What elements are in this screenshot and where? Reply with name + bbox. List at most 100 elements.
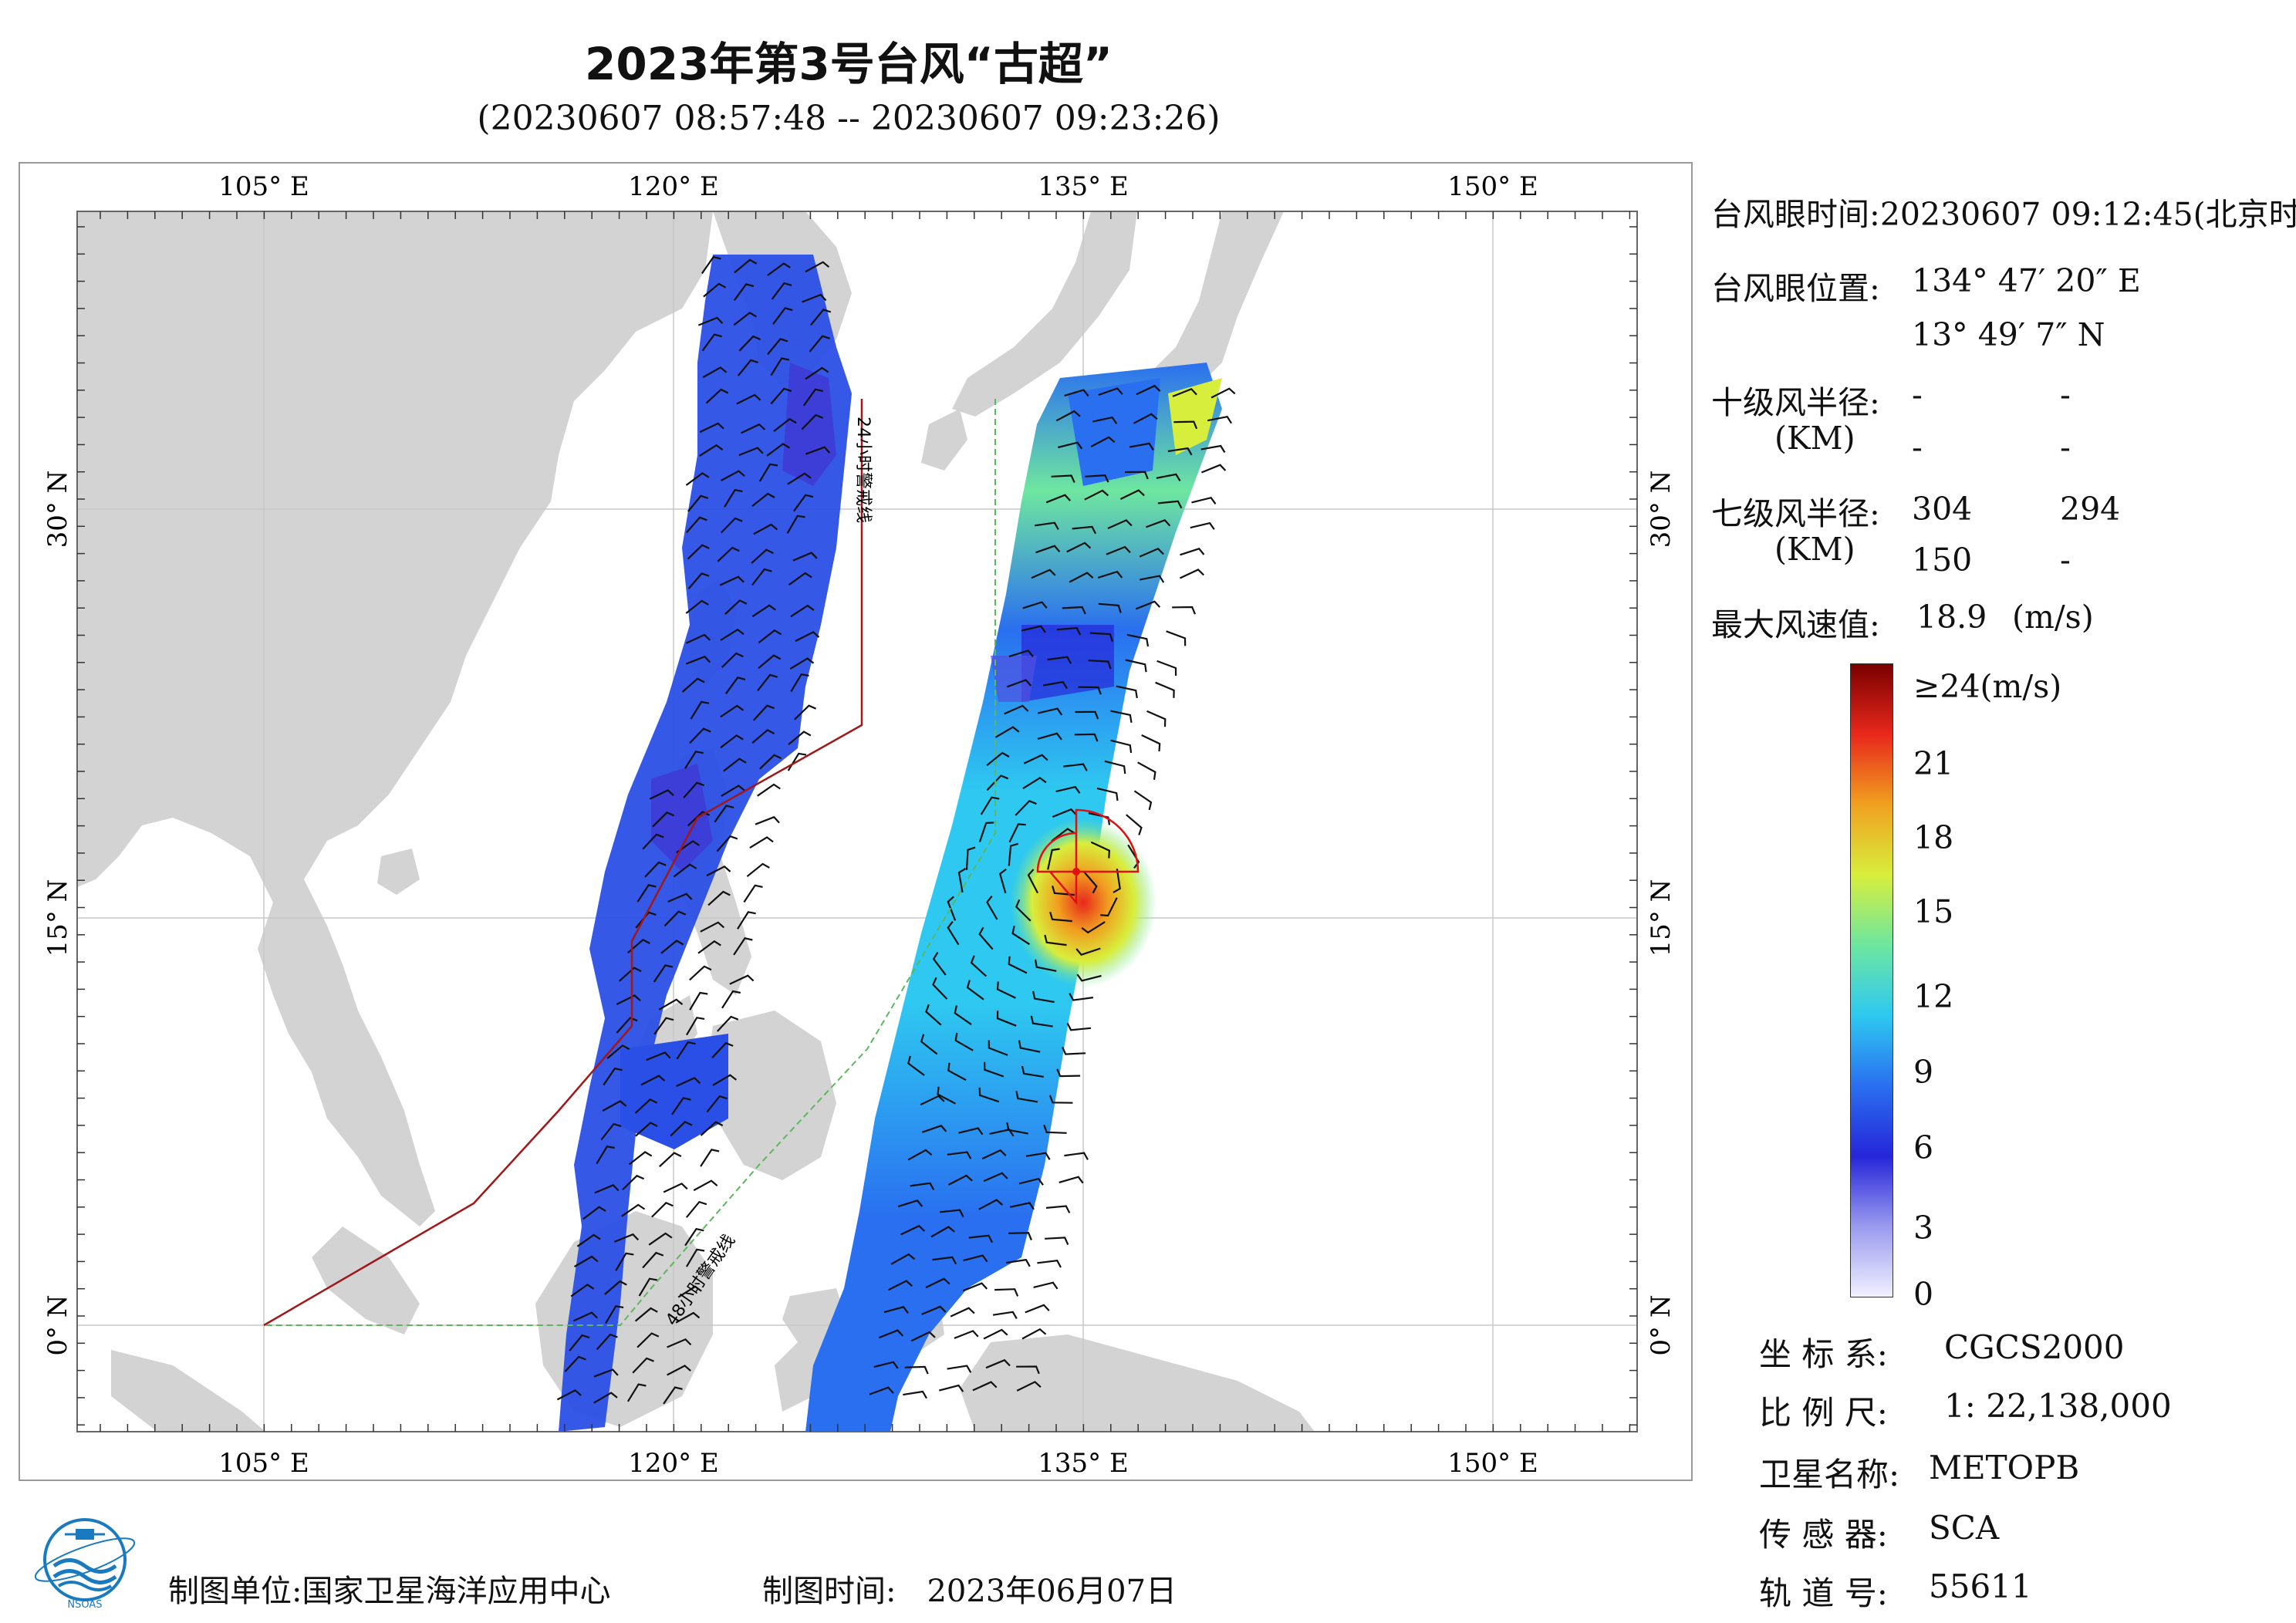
wind-barb bbox=[594, 1183, 620, 1194]
wind-barb bbox=[910, 1182, 935, 1191]
wind-barb bbox=[593, 1368, 619, 1378]
wind-barb bbox=[671, 1097, 691, 1115]
wind-barb bbox=[1063, 763, 1088, 771]
lat-label-left-30: 30° N bbox=[42, 471, 73, 548]
wind-barb bbox=[634, 1098, 658, 1114]
wind-barb bbox=[1106, 545, 1131, 555]
wind-barb bbox=[733, 312, 757, 326]
wind-barb bbox=[980, 796, 1000, 815]
colorbar-label-21: 21 bbox=[1913, 745, 1954, 782]
wind-barb bbox=[772, 307, 793, 325]
wind-barb bbox=[640, 1075, 666, 1086]
wind-barb bbox=[1125, 471, 1149, 480]
wind-barb bbox=[788, 731, 812, 746]
typhoon-wind-map: 24小时警戒线 48小时警戒线 105° E 120° E 135° E 150… bbox=[42, 171, 1676, 1479]
wind-barb bbox=[1113, 869, 1121, 893]
wind-barb bbox=[758, 629, 782, 644]
wind-barb bbox=[755, 815, 780, 825]
orbit-value: 55611 bbox=[1929, 1567, 2032, 1605]
wind-barb bbox=[720, 628, 745, 641]
wind-barb bbox=[1133, 413, 1158, 424]
wind-barb bbox=[1006, 1122, 1028, 1135]
wind-barb bbox=[659, 1152, 682, 1168]
wind-radius-7-level bbox=[1036, 808, 1140, 906]
wind-barb bbox=[651, 1201, 674, 1218]
wind-barb bbox=[1081, 921, 1106, 934]
wind-barb bbox=[968, 1234, 994, 1243]
wind-barb bbox=[1110, 710, 1133, 723]
lon-label-top-135: 135° E bbox=[1038, 171, 1129, 202]
wind-barb bbox=[685, 599, 709, 614]
footer-date-value: 2023年06月07日 bbox=[927, 1574, 1177, 1609]
r7-value-2: 294 bbox=[2060, 491, 2121, 528]
wind-barb bbox=[663, 1386, 683, 1405]
wind-barb bbox=[1137, 761, 1156, 780]
wind-barb bbox=[635, 911, 657, 929]
wind-barb bbox=[1133, 790, 1153, 811]
wind-barb bbox=[770, 387, 792, 405]
wind-barb bbox=[910, 1331, 936, 1342]
wind-barb bbox=[689, 965, 712, 981]
wind-barb bbox=[751, 568, 772, 586]
wind-barb bbox=[802, 388, 823, 407]
wind-barb bbox=[958, 1127, 984, 1135]
wind-barb bbox=[733, 937, 753, 956]
wind-barb bbox=[699, 422, 724, 434]
wind-barb bbox=[582, 1206, 606, 1220]
footer-org: 制图单位:国家卫星海洋应用中心 bbox=[168, 1566, 610, 1611]
wind-barbs bbox=[556, 255, 1236, 1405]
wind-barb bbox=[689, 991, 708, 1011]
r10-label: 十级风半径: bbox=[1711, 384, 1880, 421]
wind-barb bbox=[642, 1251, 664, 1269]
wind-barb bbox=[1088, 812, 1111, 825]
wind-barb bbox=[706, 865, 731, 877]
footer-org-label: 制图单位: bbox=[168, 1574, 302, 1609]
wind-barb bbox=[721, 517, 743, 534]
wind-barb bbox=[794, 704, 817, 720]
wind-barb bbox=[795, 631, 820, 643]
wind-barb bbox=[937, 1086, 957, 1105]
wind-barb bbox=[603, 1067, 623, 1086]
wind-barb bbox=[1119, 489, 1145, 500]
wind-barb bbox=[1200, 464, 1227, 474]
wind-barb bbox=[1047, 848, 1060, 870]
nsoas-logo-icon: NSOAS bbox=[34, 1518, 136, 1611]
r7-value-4: - bbox=[2060, 542, 2071, 579]
max-wind-value: 18.9 bbox=[1916, 599, 1987, 636]
wind-barb bbox=[687, 544, 710, 560]
wind-barb bbox=[721, 652, 744, 668]
wind-barb bbox=[940, 1209, 964, 1218]
wind-barb bbox=[604, 1280, 627, 1295]
colorbar-label-6: 6 bbox=[1913, 1129, 1934, 1166]
wind-barb bbox=[1126, 814, 1143, 835]
wind-barb bbox=[676, 1077, 701, 1088]
wind-barb bbox=[790, 673, 809, 693]
wind-barb bbox=[1090, 436, 1116, 447]
wind-barb bbox=[932, 952, 947, 976]
wind-barb bbox=[605, 1305, 624, 1324]
wind-barb bbox=[675, 1311, 701, 1324]
wind-barb bbox=[653, 964, 674, 983]
wind-barb bbox=[757, 673, 778, 691]
wind-barb bbox=[1021, 1328, 1047, 1340]
lat-label-left-15: 15° N bbox=[42, 879, 73, 957]
footer-org-value: 国家卫星海洋应用中心 bbox=[302, 1574, 611, 1609]
wind-barb bbox=[1044, 934, 1067, 946]
wind-barb bbox=[1139, 547, 1164, 558]
wind-barb bbox=[1110, 739, 1133, 754]
wind-barb bbox=[667, 1365, 691, 1376]
wind-barb bbox=[988, 1040, 1008, 1056]
wind-barb bbox=[792, 552, 818, 562]
wind-barb bbox=[932, 1256, 957, 1265]
wind-barb bbox=[771, 282, 792, 300]
footer-date-label: 制图时间: bbox=[762, 1574, 896, 1609]
wind-barb bbox=[613, 1233, 640, 1243]
wind-swath-east bbox=[805, 363, 1222, 1432]
wind-barb bbox=[743, 884, 763, 903]
wind-barb bbox=[1022, 601, 1048, 609]
wind-barb bbox=[652, 811, 675, 828]
wind-barb bbox=[673, 863, 697, 878]
wind-barb bbox=[809, 309, 832, 326]
wind-barb bbox=[686, 633, 711, 644]
orbit-label: 轨 道 号: bbox=[1759, 1574, 1888, 1612]
